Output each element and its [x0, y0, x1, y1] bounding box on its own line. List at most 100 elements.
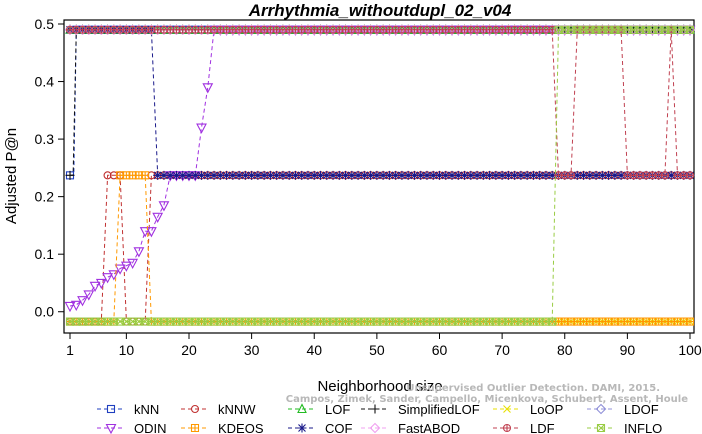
- series-line-LDF: [70, 29, 690, 176]
- point-ODIN: [127, 258, 139, 269]
- point-COF: [153, 170, 163, 180]
- legend-marker: [369, 422, 381, 434]
- point-COF: [272, 170, 282, 180]
- point-COF: [616, 170, 626, 180]
- point-ODIN: [95, 278, 107, 290]
- chart-title: Arrhythmia_withoutdupl_02_v04: [248, 1, 512, 20]
- legend-label: LDOF: [624, 402, 659, 417]
- x-tick-label: 40: [306, 342, 322, 358]
- legend-item-LoOP: LoOP: [493, 402, 563, 417]
- series-COF: [65, 25, 695, 180]
- legend-label: ODIN: [134, 421, 167, 434]
- point-COF: [290, 170, 300, 180]
- point-ODIN: [70, 300, 82, 312]
- point-COF: [159, 170, 169, 180]
- x-tick-label: 90: [620, 342, 636, 358]
- series-line-kNNW: [70, 174, 690, 322]
- point-ODIN: [133, 247, 145, 258]
- series-kNNW: [65, 171, 695, 326]
- point-COF: [322, 170, 332, 180]
- series-line-COF: [70, 29, 690, 176]
- legend-label: FastABOD: [398, 421, 460, 434]
- x-tick-label: 70: [494, 342, 510, 358]
- point-COF: [666, 170, 676, 180]
- x-tick-label: 100: [678, 342, 702, 358]
- legend-marker: [190, 404, 200, 414]
- point-COF: [535, 170, 545, 180]
- point-COF: [316, 170, 326, 180]
- legend-label: kNN: [134, 402, 159, 417]
- point-COF: [478, 170, 488, 180]
- point-LDF: [686, 171, 694, 179]
- point-COF: [234, 170, 244, 180]
- point-ODIN: [146, 227, 157, 238]
- point-COF: [384, 170, 394, 180]
- point-COF: [203, 170, 213, 180]
- point-COF: [610, 170, 620, 180]
- point-kNNW: [103, 171, 112, 180]
- y-tick-label: 0.1: [35, 246, 55, 262]
- point-COF: [391, 170, 401, 180]
- legend-label: KDEOS: [218, 421, 264, 434]
- point-COF: [397, 170, 407, 180]
- point-COF: [259, 170, 269, 180]
- point-ODIN: [108, 270, 120, 281]
- point-LDF: [661, 171, 669, 179]
- point-COF: [334, 170, 344, 180]
- point-COF: [328, 170, 338, 180]
- point-COF: [215, 170, 225, 180]
- legend-item-COF: COF: [288, 421, 353, 434]
- series-ODIN: [64, 25, 696, 313]
- point-COF: [416, 170, 426, 180]
- point-ODIN: [152, 212, 164, 223]
- point-ODIN: [102, 273, 113, 284]
- legend-label: LoOP: [530, 402, 563, 417]
- legend-marker: [106, 404, 116, 414]
- y-tick-label: 0.0: [35, 304, 55, 320]
- legend-marker: [297, 423, 307, 433]
- point-COF: [178, 170, 188, 180]
- point-COF: [409, 170, 419, 180]
- point-COF: [547, 170, 557, 180]
- legend-item-kNNW: kNNW: [181, 402, 256, 417]
- legend-marker: [595, 403, 607, 415]
- point-COF: [472, 170, 482, 180]
- point-COF: [503, 170, 513, 180]
- point-COF: [466, 170, 476, 180]
- point-COF: [572, 170, 582, 180]
- point-COF: [165, 170, 175, 180]
- point-COF: [253, 170, 263, 180]
- y-tick-label: 0.5: [35, 16, 55, 32]
- plot-frame: [63, 19, 695, 334]
- point-COF: [434, 170, 444, 180]
- point-COF: [303, 170, 313, 180]
- x-tick-label: 60: [432, 342, 448, 358]
- point-ODIN: [158, 201, 170, 212]
- point-COF: [604, 170, 614, 180]
- series-INFLO: [65, 25, 695, 326]
- y-axis: 0.0 0.1 0.2 0.3 0.4 0.5: [35, 16, 64, 320]
- legend-item-LOF: LOF: [288, 402, 350, 417]
- y-tick-label: 0.2: [35, 189, 55, 205]
- point-COF: [522, 170, 532, 180]
- legend-item-FastABOD: FastABOD: [361, 421, 460, 434]
- point-COF: [485, 170, 495, 180]
- point-KDEOS: [685, 317, 695, 326]
- watermark-line-1: Unsupervised Outlier Detection. DAMI, 20…: [406, 383, 660, 394]
- y-tick-label: 0.4: [35, 74, 55, 90]
- point-COF: [453, 170, 463, 180]
- point-ODIN: [77, 296, 88, 307]
- x-tick-label: 10: [119, 342, 135, 358]
- legend-label: kNNW: [218, 402, 256, 417]
- series-line-SimplifiedLOF: [70, 29, 690, 176]
- legend-marker: [370, 404, 380, 414]
- point-COF: [284, 170, 294, 180]
- point-INFLO: [685, 25, 695, 34]
- legend-marker: [105, 423, 117, 434]
- legend-marker: [297, 403, 307, 414]
- point-COF: [247, 170, 257, 180]
- point-COF: [190, 170, 200, 180]
- legend-item-SimplifiedLOF: SimplifiedLOF: [361, 402, 480, 417]
- y-tick-label: 0.3: [35, 131, 55, 147]
- point-KDEOS: [141, 171, 150, 180]
